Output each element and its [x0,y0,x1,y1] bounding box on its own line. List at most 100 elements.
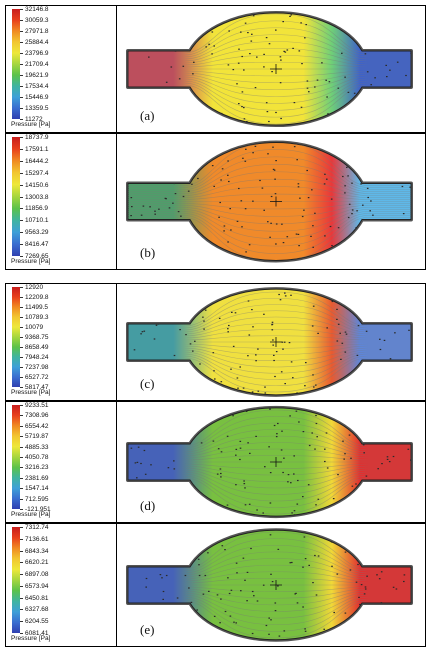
legend-level-value: 8416.47 [25,241,49,249]
panel-label: (c) [140,376,155,391]
panel-label: (a) [140,108,155,123]
legend-tick [20,425,23,427]
legend-unit-label: Pressure [Pa] [11,258,51,265]
pressure-field: (c) [116,284,425,400]
legend-level-value: 1547.14 [25,485,49,493]
legend-level-value: 11272 [25,116,43,123]
legend-tick [20,550,23,552]
legend-color-bar [12,9,20,119]
legend-tick [20,527,23,528]
legend-level-value: 10079 [25,324,44,331]
legend-tick [20,367,23,368]
legend-tick [20,256,23,257]
legend-level-value: 11499.5 [25,304,49,311]
legend-level-value: 6327.68 [25,606,49,614]
legend-tick [20,148,23,150]
legend-tick [20,119,23,120]
legend-tick [20,297,23,298]
pressure-contour [127,12,412,126]
legend-tick [20,609,23,611]
panel-a: 32146.8 30059.3 27971.8 25884.4 23796.9 21709… [5,5,426,133]
legend-level-value: 6527.72 [25,374,49,381]
legend-tick [20,498,23,500]
legend-level-value: 3216.23 [25,464,49,472]
legend-level-value: -121.951 [25,506,51,513]
legend-tick [20,488,23,490]
legend-level-value: 6450.81 [25,594,49,602]
legend-level-value: 27971.8 [25,28,49,35]
legend-level-value: 7136.61 [25,535,49,543]
legend-tick [20,53,23,54]
color-legend: 32146.8 30059.3 27971.8 25884.4 23796.9 21709… [6,6,117,132]
legend-tick [20,467,23,469]
legend-tick [20,457,23,458]
color-legend: 9233.51 7308.96 6554.42 5719.87 4885.33 4050.… [6,402,117,522]
panel-b: 18737.9 17591.1 16444.2 15297.4 14150.6 13003… [5,133,426,270]
legend-level-value: 7237.98 [25,364,49,371]
legend-level-value: 15297.4 [25,169,49,177]
panel-d: 9233.51 7308.96 6554.42 5719.87 4885.33 4050.… [5,401,426,523]
legend-tick [20,337,23,338]
legend-tick [20,42,23,43]
legend-tick [20,509,23,510]
legend-unit-label: Pressure [Pa] [11,121,51,128]
legend-level-value: 7269.65 [25,253,49,260]
flow-channel-diagram [126,140,413,263]
legend-level-value: 7948.24 [25,354,49,361]
legend-tick [20,327,23,328]
legend-tick [20,31,23,32]
legend-level-value: 30059.3 [25,17,49,24]
color-legend: 12920 12209.8 11499.5 10789.3 10079 9368.75 86… [6,284,117,400]
legend-tick [20,137,23,138]
legend-tick [20,357,23,358]
legend-level-value: 10710.1 [25,217,49,225]
legend-level-value: 9233.51 [25,402,49,409]
legend-tick [20,108,23,109]
legend-level-value: 19621.9 [25,72,49,79]
legend-level-value: 6081.41 [25,630,49,637]
legend-level-value: 13359.5 [25,105,49,112]
legend-level-value: 23796.9 [25,50,49,57]
legend-unit-label: Pressure [Pa] [11,635,51,642]
legend-level-value: 18737.9 [25,134,49,141]
legend-level-value: 6554.42 [25,422,49,430]
legend-color-bar [12,527,20,633]
pressure-contour [127,529,412,641]
pressure-contour [127,288,412,396]
legend-tick [20,574,23,576]
legend-tick [20,307,23,308]
figure-group-top: 32146.8 30059.3 27971.8 25884.4 23796.9 21709… [0,0,432,270]
legend-level-value: 6573.94 [25,582,49,590]
legend-tick [20,208,23,210]
color-legend: 18737.9 17591.1 16444.2 15297.4 14150.6 13003… [6,134,117,269]
legend-tick [20,597,23,599]
pressure-contour [127,142,412,261]
legend-level-value: 6843.34 [25,547,49,555]
legend-tick [20,633,23,634]
legend-tick [20,387,23,388]
panel-c: 12920 12209.8 11499.5 10789.3 10079 9368.75 86… [5,283,426,401]
legend-tick [20,232,23,234]
legend-tick [20,196,23,198]
legend-level-value: 4885.33 [25,443,49,451]
legend-level-value: 14150.6 [25,181,49,189]
panel-label: (b) [140,245,156,260]
legend-level-value: 11856.9 [25,205,49,213]
legend-level-value: 16444.2 [25,157,49,165]
legend-tick [20,562,23,564]
legend-tick [20,244,23,246]
legend-level-value: 13003.8 [25,193,49,201]
panel-e: 7312.74 7136.61 6843.34 6620.21 6897.08 6573.… [5,523,426,647]
legend-level-value: 12920 [25,284,44,291]
legend-tick [20,377,23,378]
legend-tick [20,86,23,87]
legend-tick [20,347,23,348]
legend-level-value: 9563.29 [25,229,49,237]
legend-tick [20,477,23,479]
flow-channel-diagram [126,528,413,642]
legend-unit-label: Pressure [Pa] [11,389,51,396]
flow-channel-diagram [126,10,413,128]
legend-tick [20,9,23,10]
legend-level-value: 25884.4 [25,39,49,46]
legend-level-value: 10789.3 [25,314,49,321]
